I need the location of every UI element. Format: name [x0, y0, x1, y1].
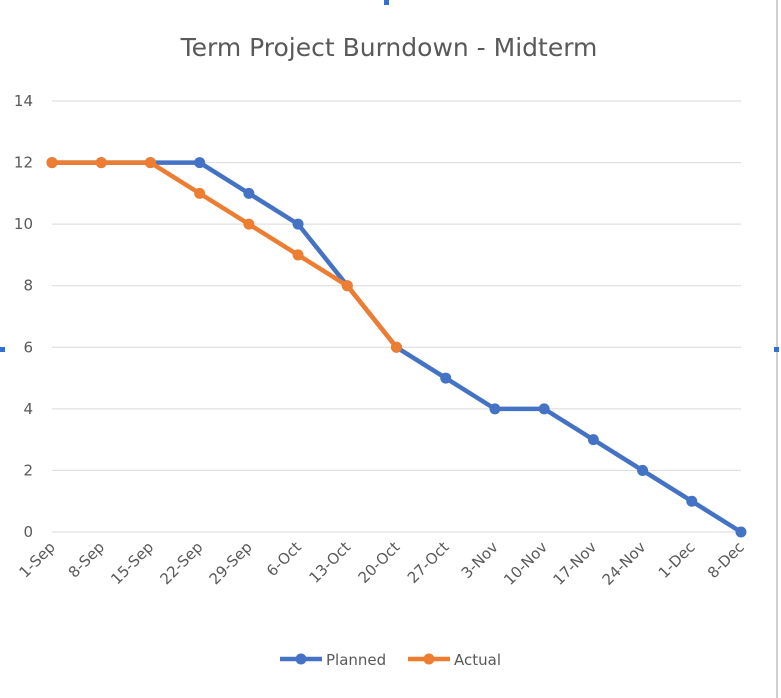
planned-point	[489, 403, 501, 415]
y-tick-label: 14	[14, 92, 33, 110]
actual-line	[49, 160, 399, 350]
actual-point	[341, 280, 353, 292]
x-tick-label: 17-Nov	[549, 538, 600, 589]
y-tick-label: 0	[23, 523, 33, 541]
series-group	[46, 157, 747, 538]
x-tick-label: 29-Sep	[206, 538, 256, 588]
y-tick-label: 4	[23, 400, 33, 418]
x-tick-label: 10-Nov	[500, 538, 551, 589]
x-tick-label: 22-Sep	[156, 538, 206, 588]
planned-point	[243, 187, 255, 199]
legend-actual-label: Actual	[454, 651, 501, 669]
x-tick-label: 6-Oct	[263, 538, 305, 580]
legend: Planned Actual	[280, 651, 501, 669]
planned-point	[637, 464, 649, 476]
x-tick-label: 13-Oct	[305, 538, 354, 587]
chart-title: Term Project Burndown - Midterm	[180, 33, 598, 62]
y-axis-ticks: 0 2 4 6 8 10 12 14	[14, 92, 33, 541]
x-tick-label: 15-Sep	[107, 538, 157, 588]
planned-point	[292, 218, 304, 230]
x-tick-label: 20-Oct	[355, 538, 404, 587]
planned-point	[194, 157, 206, 169]
x-tick-label: 1-Dec	[655, 538, 699, 582]
x-tick-label: 8-Sep	[65, 538, 108, 581]
y-tick-label: 8	[23, 277, 33, 295]
actual-point	[243, 218, 255, 230]
actual-point	[194, 187, 206, 199]
resize-handle-right[interactable]	[774, 347, 779, 352]
planned-point	[538, 403, 550, 415]
planned-point	[735, 526, 747, 538]
actual-point	[46, 157, 58, 169]
gridlines	[52, 100, 741, 533]
legend-planned-label: Planned	[326, 651, 386, 669]
x-tick-label: 1-Sep	[16, 538, 59, 581]
planned-point	[686, 495, 698, 507]
y-tick-label: 12	[14, 154, 33, 172]
actual-point	[144, 157, 156, 169]
x-tick-label: 8-Dec	[704, 538, 748, 582]
x-tick-label: 27-Oct	[404, 538, 453, 587]
actual-point	[391, 341, 402, 353]
planned-point	[440, 372, 452, 384]
y-tick-label: 10	[14, 215, 33, 233]
actual-point	[292, 249, 304, 261]
x-axis-ticks: 1-Sep 8-Sep 15-Sep 22-Sep 29-Sep 6-Oct 13-Oct 2…	[16, 538, 748, 589]
resize-handle-top[interactable]	[384, 0, 389, 5]
x-tick-label: 24-Nov	[599, 538, 650, 589]
y-tick-label: 2	[23, 461, 33, 479]
y-tick-label: 6	[23, 338, 33, 356]
actual-point	[95, 157, 107, 169]
planned-point	[587, 434, 599, 446]
legend-actual-marker	[423, 653, 435, 665]
x-tick-label: 3-Nov	[458, 538, 502, 582]
legend-planned-marker	[295, 653, 307, 665]
resize-handle-left[interactable]	[0, 347, 5, 352]
